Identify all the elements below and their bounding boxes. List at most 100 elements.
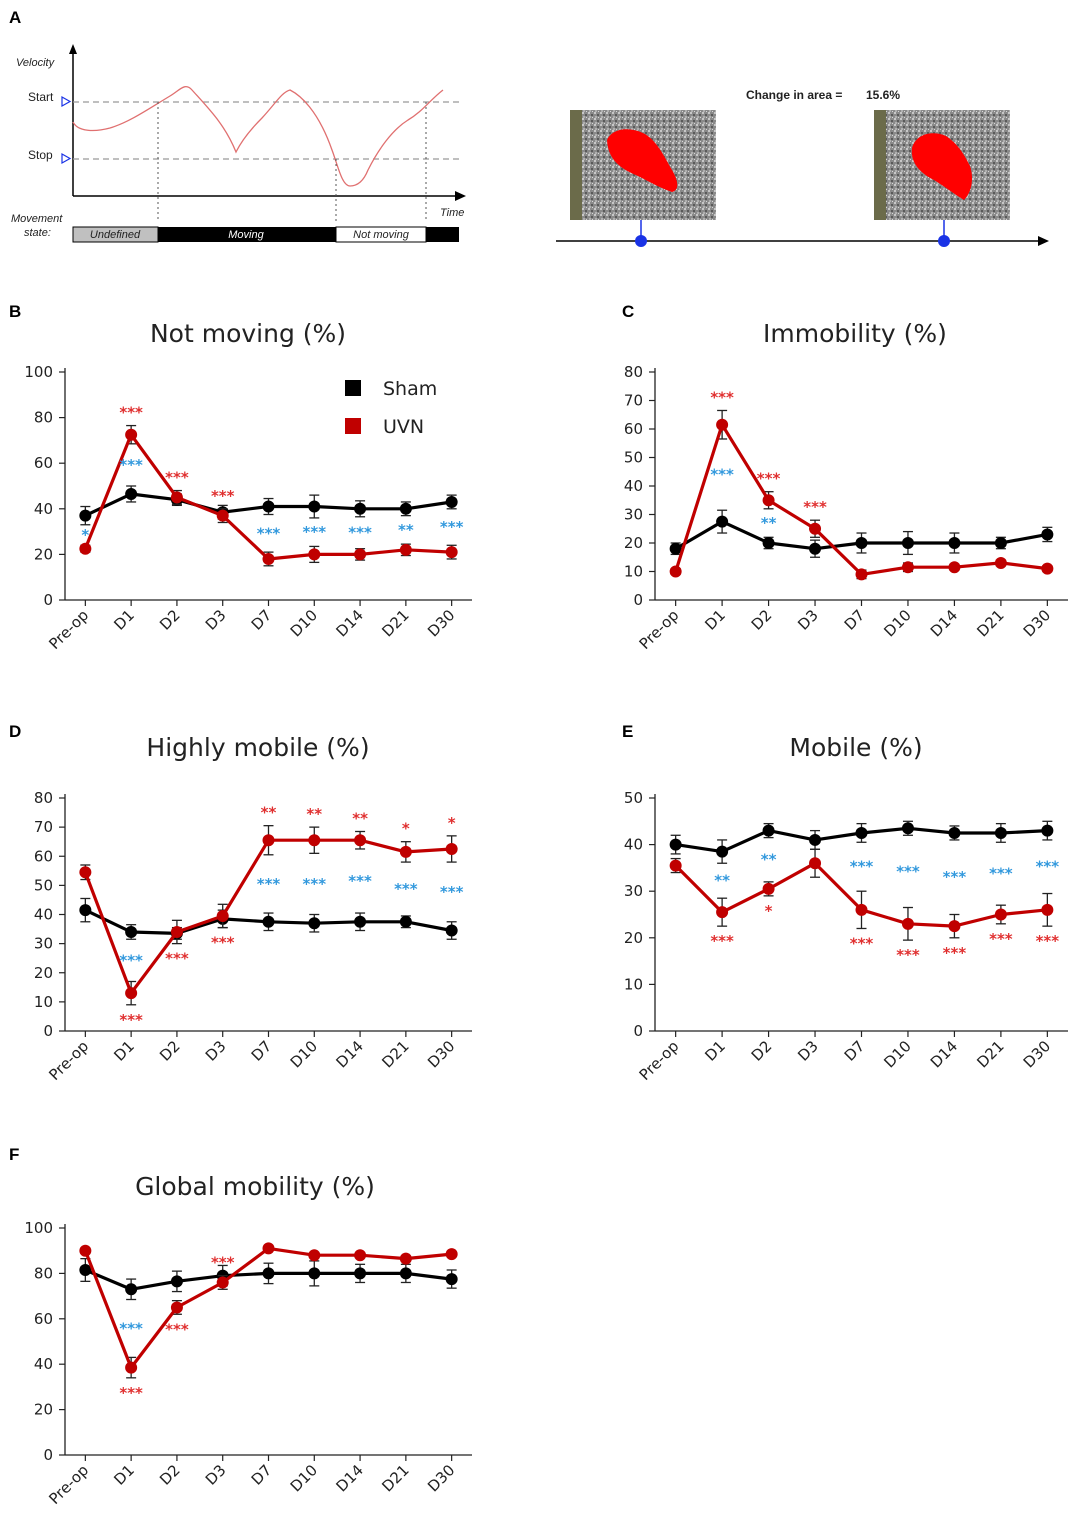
x-tick-label: D30 <box>1020 606 1054 640</box>
uvn-significance-label: *** <box>803 498 827 516</box>
uvn-point <box>399 845 412 858</box>
sham-point <box>125 1283 138 1296</box>
x-tick-label: D2 <box>748 606 776 634</box>
y-tick-label: 20 <box>34 545 53 563</box>
sham-point <box>308 1267 321 1280</box>
uvn-significance-label: *** <box>119 1384 143 1402</box>
y-tick-label: 40 <box>34 1355 53 1373</box>
sham-point <box>262 915 275 928</box>
x-tick-label: Pre-op <box>636 606 683 653</box>
uvn-significance-label: *** <box>943 944 967 962</box>
sham-significance-label: *** <box>850 858 874 876</box>
state-undefined-label: Undefined <box>90 229 141 241</box>
uvn-significance-label: *** <box>165 469 189 487</box>
sham-significance-label: *** <box>896 862 920 880</box>
uvn-point <box>262 552 275 565</box>
y-tick-label: 10 <box>624 975 643 993</box>
sham-significance-label: ** <box>761 514 777 532</box>
uvn-significance-label: ** <box>306 805 322 823</box>
sham-significance-label: *** <box>989 865 1013 883</box>
uvn-point <box>216 1276 229 1289</box>
y-tick-label: 80 <box>34 1264 53 1282</box>
sham-significance-label: ** <box>714 872 730 890</box>
y-tick-label: 40 <box>624 836 643 854</box>
y-tick-label: 0 <box>633 591 643 609</box>
area-change-illustration: Change in area = 15.6% <box>556 88 1049 247</box>
uvn-significance-label: *** <box>710 932 734 950</box>
legend-uvn-label: UVN <box>383 416 424 438</box>
uvn-point <box>994 556 1007 569</box>
y-tick-label: 50 <box>34 876 53 894</box>
uvn-point <box>948 561 961 574</box>
uvn-point <box>762 882 775 895</box>
y-tick-label: 50 <box>624 789 643 807</box>
uvn-point <box>445 842 458 855</box>
x-tick-label: D10 <box>880 1037 914 1071</box>
uvn-point <box>669 859 682 872</box>
y-tick-label: 0 <box>43 1446 53 1464</box>
x-tick-label: D10 <box>287 606 321 640</box>
uvn-significance-label: *** <box>165 950 189 968</box>
uvn-significance-label: *** <box>896 946 920 964</box>
x-tick-label: D3 <box>202 1461 230 1489</box>
x-tick-label: D30 <box>424 1461 458 1495</box>
sham-point <box>809 542 822 555</box>
sham-point <box>994 537 1007 549</box>
uvn-point <box>125 1361 138 1374</box>
x-tick-label: D14 <box>927 1037 961 1071</box>
y-tick-label: 0 <box>633 1022 643 1040</box>
sham-point <box>855 537 868 549</box>
uvn-point <box>170 1301 183 1314</box>
sham-point <box>354 502 367 515</box>
uvn-point <box>170 925 183 938</box>
timeline-marker-1 <box>635 235 647 247</box>
frame-1-blob <box>607 129 678 192</box>
uvn-significance-label: * <box>448 814 456 832</box>
y-tick-label: 10 <box>624 563 643 581</box>
uvn-significance-label: *** <box>850 934 874 952</box>
sham-significance-label: ** <box>761 851 777 869</box>
y-tick-label: 0 <box>43 1022 53 1040</box>
y-tick-label: 20 <box>624 929 643 947</box>
x-tick-label: Pre-op <box>45 1037 92 1084</box>
sham-point <box>809 833 822 846</box>
x-tick-label: D1 <box>110 606 138 634</box>
sham-significance-label: *** <box>303 523 327 541</box>
chart-title: Immobility (%) <box>763 319 947 348</box>
x-tick-label: D3 <box>202 606 230 634</box>
sham-significance-label: *** <box>119 456 143 474</box>
sham-point <box>994 826 1007 839</box>
uvn-point <box>855 568 868 581</box>
x-tick-label: D21 <box>378 1461 412 1495</box>
uvn-point <box>716 418 729 431</box>
sham-significance-label: *** <box>348 872 372 890</box>
y-tick-label: 100 <box>24 363 53 381</box>
x-tick-label: D10 <box>287 1461 321 1495</box>
sham-significance-label: * <box>81 526 89 544</box>
frame-2-blob <box>911 133 972 200</box>
sham-significance-label: ** <box>398 521 414 539</box>
uvn-point <box>855 903 868 916</box>
x-tick-label: D30 <box>424 1037 458 1071</box>
uvn-point <box>1041 562 1054 575</box>
sham-point <box>308 917 321 930</box>
uvn-point <box>354 1249 367 1262</box>
x-tick-label: D1 <box>701 1037 729 1065</box>
chart-title: Mobile (%) <box>789 733 922 762</box>
x-tick-label: D10 <box>880 606 914 640</box>
x-tick-label: D30 <box>424 606 458 640</box>
y-tick-label: 60 <box>34 847 53 865</box>
uvn-point <box>354 834 367 847</box>
state-moving-bar <box>158 227 336 242</box>
mobile-chart: Mobile (%) 0 10 20 30 40 50 Pre-op D1 D2 D3 D7 D10 D1… <box>624 733 1068 1084</box>
y-tick-label: 40 <box>624 477 643 495</box>
sham-point <box>669 542 682 555</box>
sham-point <box>308 500 321 513</box>
sham-significance-label: *** <box>303 875 327 893</box>
sham-point <box>125 487 138 500</box>
immobility-chart: Immobility (%) 0 10 20 30 40 50 60 70 80 Pre-op D1 D… <box>624 319 1068 653</box>
sham-point <box>901 822 914 835</box>
sham-significance-label: *** <box>440 518 464 536</box>
highly-mobile-chart: Highly mobile (%) 0 10 20 30 40 50 60 70 80 Pre-op… <box>34 733 472 1084</box>
y-tick-label: 30 <box>624 506 643 524</box>
